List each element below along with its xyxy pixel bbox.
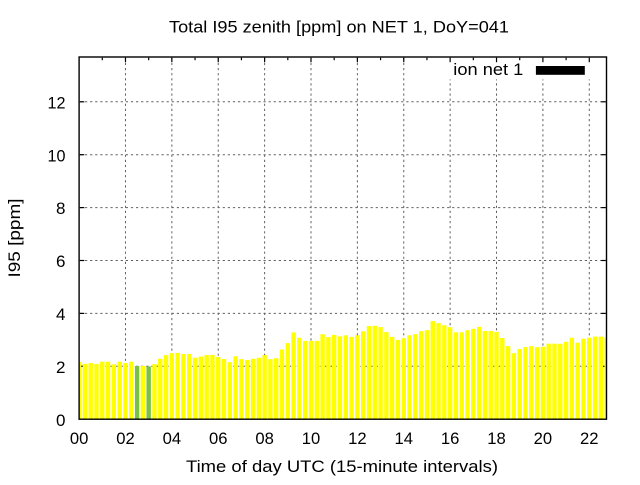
svg-text:Time of day UTC (15-minute int: Time of day UTC (15-minute intervals) (186, 457, 498, 476)
svg-text:16: 16 (441, 429, 460, 448)
svg-text:8: 8 (56, 199, 65, 218)
svg-text:00: 00 (70, 429, 89, 448)
svg-text:08: 08 (255, 429, 274, 448)
svg-text:Total I95 zenith [ppm] on NET: Total I95 zenith [ppm] on NET 1, DoY=041 (169, 18, 509, 37)
svg-text:02: 02 (116, 429, 135, 448)
svg-text:10: 10 (302, 429, 321, 448)
svg-text:18: 18 (487, 429, 506, 448)
svg-text:20: 20 (534, 429, 553, 448)
svg-text:4: 4 (56, 305, 65, 324)
svg-text:22: 22 (580, 429, 599, 448)
svg-text:12: 12 (348, 429, 367, 448)
svg-text:6: 6 (56, 252, 65, 271)
svg-text:12: 12 (48, 93, 66, 112)
svg-text:10: 10 (48, 146, 66, 165)
svg-text:ion net 1: ion net 1 (453, 60, 523, 79)
svg-text:04: 04 (163, 429, 182, 448)
svg-text:I95 [ppm]: I95 [ppm] (5, 199, 24, 278)
svg-text:0: 0 (56, 411, 65, 430)
svg-text:06: 06 (209, 429, 228, 448)
svg-text:2: 2 (56, 358, 65, 377)
svg-text:14: 14 (395, 429, 414, 448)
